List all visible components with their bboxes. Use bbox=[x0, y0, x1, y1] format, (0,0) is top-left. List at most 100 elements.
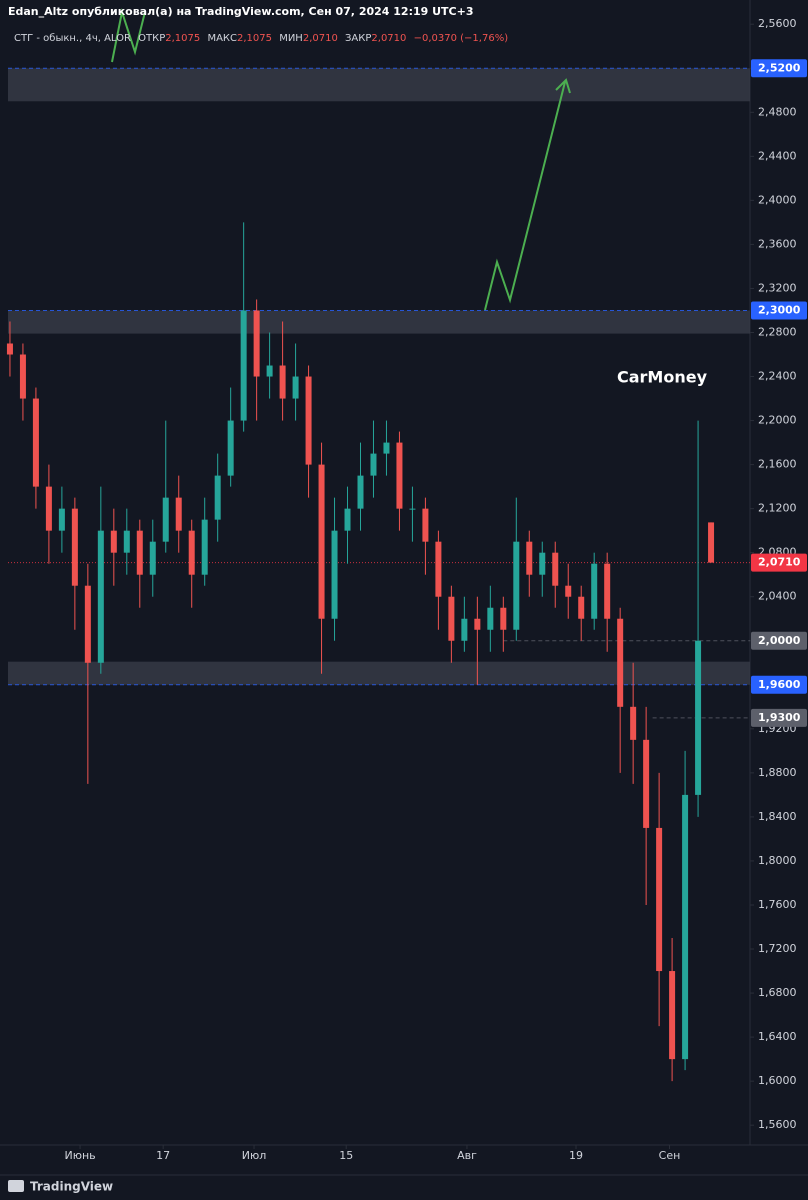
candle-body bbox=[383, 442, 390, 454]
candle-body bbox=[58, 508, 65, 531]
candle-body bbox=[396, 442, 403, 509]
candle-body bbox=[123, 530, 130, 553]
x-tick-label: 17 bbox=[156, 1149, 170, 1162]
legend-value: 2,0710 bbox=[303, 33, 338, 44]
candle-body bbox=[110, 530, 117, 553]
candle-body bbox=[227, 420, 234, 476]
zone bbox=[8, 68, 750, 102]
candle-body bbox=[422, 508, 429, 542]
candle-body bbox=[45, 486, 52, 531]
price-label-box bbox=[751, 631, 807, 650]
candle-body bbox=[409, 508, 416, 510]
candle-body bbox=[695, 640, 702, 795]
candle-body bbox=[435, 541, 442, 597]
candle-body bbox=[71, 508, 78, 586]
y-tick-label: 1,6000 bbox=[758, 1074, 797, 1087]
footer-logo bbox=[8, 1180, 24, 1192]
y-tick-label: 2,2800 bbox=[758, 325, 797, 338]
price-label-box bbox=[751, 301, 807, 320]
candle-body bbox=[708, 522, 715, 563]
candle-body bbox=[19, 354, 26, 399]
price-label-box bbox=[751, 708, 807, 727]
x-tick-label: Июнь bbox=[64, 1149, 95, 1162]
x-tick-label: Сен bbox=[659, 1149, 681, 1162]
y-tick-label: 2,3600 bbox=[758, 237, 797, 250]
candle-body bbox=[591, 563, 598, 619]
legend-label: ЗАКР bbox=[345, 33, 371, 44]
candle-body bbox=[266, 365, 273, 377]
candle-body bbox=[175, 497, 182, 531]
candle-body bbox=[669, 971, 676, 1060]
candle-body bbox=[461, 618, 468, 641]
candle-body bbox=[357, 475, 364, 509]
y-tick-label: 1,8800 bbox=[758, 766, 797, 779]
x-tick-label: Июл bbox=[242, 1149, 267, 1162]
price-label-box bbox=[751, 675, 807, 694]
candle-body bbox=[344, 508, 351, 531]
zone bbox=[8, 310, 750, 334]
candle-body bbox=[240, 310, 247, 421]
candle-body bbox=[565, 585, 572, 597]
y-tick-label: 2,2000 bbox=[758, 414, 797, 427]
candle-body bbox=[305, 376, 312, 465]
candle-body bbox=[656, 827, 663, 972]
candle-body bbox=[526, 541, 533, 575]
x-tick-label: 19 bbox=[569, 1149, 583, 1162]
y-tick-label: 2,1200 bbox=[758, 502, 797, 515]
y-tick-label: 2,4800 bbox=[758, 105, 797, 118]
footer-brand: TradingView bbox=[30, 1180, 113, 1194]
candle-body bbox=[162, 497, 169, 542]
candle-body bbox=[682, 794, 689, 1060]
candle-body bbox=[97, 530, 104, 663]
y-tick-label: 2,3200 bbox=[758, 281, 797, 294]
candle-body bbox=[188, 530, 195, 575]
legend-value: 2,1075 bbox=[165, 33, 200, 44]
publisher: Edan_Altz опубликовал(а) на TradingView.… bbox=[8, 5, 474, 18]
price-label: 1,9600 bbox=[758, 678, 801, 691]
price-label: 1,9300 bbox=[758, 711, 801, 724]
legend-change: −0,0370 (−1,76%) bbox=[414, 33, 509, 44]
candle-body bbox=[6, 343, 13, 355]
legend-label: МИН bbox=[279, 33, 303, 44]
candle-body bbox=[604, 563, 611, 619]
candle-body bbox=[539, 552, 546, 575]
y-tick-label: 1,7600 bbox=[758, 898, 797, 911]
candle-body bbox=[630, 706, 637, 740]
candle-body bbox=[331, 530, 338, 619]
price-label: 2,3000 bbox=[758, 303, 801, 316]
candle-body bbox=[253, 310, 260, 377]
legend-label: МАКС bbox=[207, 33, 237, 44]
y-tick-label: 2,0400 bbox=[758, 590, 797, 603]
y-tick-label: 2,5600 bbox=[758, 17, 797, 30]
x-tick-label: 15 bbox=[339, 1149, 353, 1162]
arrow-drawing bbox=[484, 78, 571, 311]
candle-body bbox=[214, 475, 221, 520]
price-label: 2,0000 bbox=[758, 634, 801, 647]
candle-body bbox=[474, 618, 481, 630]
price-label: 2,5200 bbox=[758, 61, 801, 74]
y-tick-label: 1,8000 bbox=[758, 854, 797, 867]
y-tick-label: 2,4400 bbox=[758, 149, 797, 162]
candle-body bbox=[370, 453, 377, 476]
candle-body bbox=[617, 618, 624, 707]
candle-body bbox=[513, 541, 520, 630]
y-tick-label: 2,1600 bbox=[758, 458, 797, 471]
candle-body bbox=[201, 519, 208, 575]
y-tick-label: 1,8400 bbox=[758, 810, 797, 823]
price-label: 2,0710 bbox=[758, 556, 801, 569]
candle-body bbox=[292, 376, 299, 399]
arrow-drawing bbox=[111, 8, 146, 63]
legend: СТГ - обыкн., 4ч, ALOR ОТКР2,1075 МАКС2,… bbox=[14, 33, 508, 44]
legend-symbol: СТГ - обыкн., 4ч, ALOR bbox=[14, 33, 131, 44]
price-label-box bbox=[751, 59, 807, 78]
candle-body bbox=[500, 607, 507, 630]
candle-body bbox=[318, 464, 325, 619]
y-tick-label: 1,6400 bbox=[758, 1030, 797, 1043]
legend-value: 2,0710 bbox=[371, 33, 406, 44]
price-label-box bbox=[751, 553, 807, 572]
y-tick-label: 1,5600 bbox=[758, 1118, 797, 1131]
candle-body bbox=[32, 398, 39, 487]
candle-body bbox=[643, 739, 650, 828]
candle-body bbox=[84, 585, 91, 663]
